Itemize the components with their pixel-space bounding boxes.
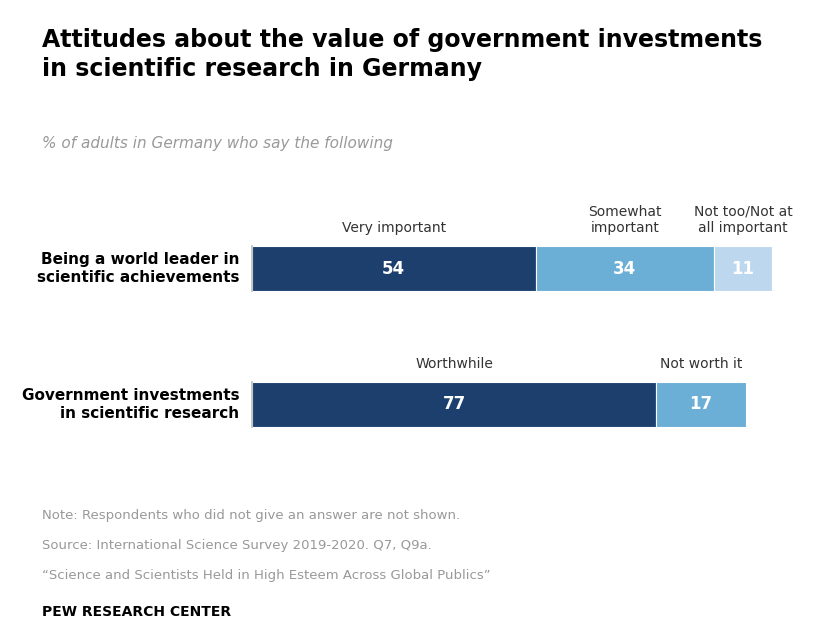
Text: Note: Respondents who did not give an answer are not shown.: Note: Respondents who did not give an an… (42, 509, 460, 522)
Text: Government investments
in scientific research: Government investments in scientific res… (22, 387, 239, 422)
Text: 77: 77 (443, 396, 465, 413)
Point (247, 423, 257, 430)
Text: Source: International Science Survey 2019-2020. Q7, Q9a.: Source: International Science Survey 201… (42, 539, 432, 552)
Text: Not too/Not at
all important: Not too/Not at all important (694, 205, 792, 235)
Text: PEW RESEARCH CENTER: PEW RESEARCH CENTER (42, 605, 231, 619)
Text: 11: 11 (732, 260, 754, 277)
Text: “Science and Scientists Held in High Esteem Across Global Publics”: “Science and Scientists Held in High Est… (42, 569, 491, 583)
Bar (714, 246, 772, 291)
Text: 17: 17 (690, 396, 712, 413)
Text: Not worth it: Not worth it (659, 357, 742, 371)
Text: Attitudes about the value of government investments
in scientific research in Ge: Attitudes about the value of government … (42, 28, 763, 81)
Text: Somewhat
important: Somewhat important (588, 205, 662, 235)
Text: % of adults in Germany who say the following: % of adults in Germany who say the follo… (42, 136, 393, 151)
Text: Worthwhile: Worthwhile (415, 357, 493, 371)
Text: Very important: Very important (342, 221, 446, 235)
Point (247, 243, 257, 250)
Bar (656, 382, 746, 427)
Bar (536, 246, 714, 291)
Bar (252, 246, 536, 291)
Text: 34: 34 (613, 260, 637, 277)
Bar (252, 382, 656, 427)
Text: 54: 54 (382, 260, 406, 277)
Text: Being a world leader in
scientific achievements: Being a world leader in scientific achie… (37, 252, 239, 286)
Point (247, 379, 257, 386)
Point (247, 287, 257, 295)
